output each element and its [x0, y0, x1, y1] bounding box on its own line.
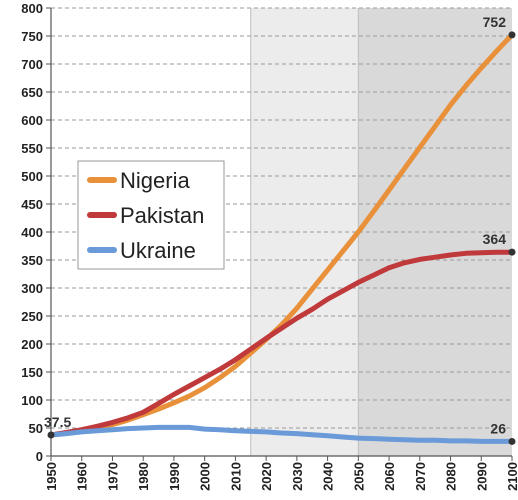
series-line-pakistan	[48, 249, 515, 438]
x-tick-label-2080: 2080	[444, 462, 459, 491]
y-tick-label-750: 750	[21, 29, 43, 44]
legend: Nigeria Pakistan Ukraine	[77, 160, 225, 270]
data-labels: 37.5 752 364 26	[44, 14, 506, 437]
legend-label-ukraine: Ukraine	[120, 238, 196, 263]
axes	[46, 7, 513, 461]
x-tick-label-2000: 2000	[198, 462, 213, 491]
legend-label-nigeria: Nigeria	[120, 168, 190, 193]
y-tick-label-650: 650	[21, 85, 43, 100]
y-tick-label-550: 550	[21, 141, 43, 156]
y-tick-label-250: 250	[21, 309, 43, 324]
y-tick-label-700: 700	[21, 57, 43, 72]
y-tick-label-350: 350	[21, 253, 43, 268]
legend-label-pakistan: Pakistan	[120, 203, 204, 228]
x-tick-label-1960: 1960	[75, 462, 90, 491]
y-tick-label-200: 200	[21, 337, 43, 352]
endpoint-marker-ukraine	[508, 437, 516, 445]
x-tick-labels: 1950 1960 1970 1980 1990 2000 2010 2020 2030 2040…	[44, 462, 518, 491]
data-label-364: 364	[483, 231, 507, 247]
y-tick-label-600: 600	[21, 113, 43, 128]
y-tick-labels: 0 50 100 150 200 250 300 350 400 450 500 550 600 650 7…	[21, 1, 43, 464]
series-lines	[48, 32, 515, 444]
x-tick-label-2050: 2050	[351, 462, 366, 491]
x-tick-label-2030: 2030	[290, 462, 305, 491]
x-tick-label-1970: 1970	[105, 462, 120, 491]
y-tick-label-400: 400	[21, 225, 43, 240]
endpoint-marker-nigeria	[508, 31, 516, 39]
startpoint-marker	[47, 431, 55, 439]
data-label-26: 26	[490, 420, 506, 436]
data-label-752: 752	[483, 14, 507, 30]
endpoint-markers	[47, 31, 516, 445]
y-tick-label-100: 100	[21, 393, 43, 408]
y-tick-label-800: 800	[21, 1, 43, 16]
y-tick-label-150: 150	[21, 365, 43, 380]
y-tick-label-0: 0	[36, 449, 43, 464]
x-tick-label-2070: 2070	[413, 462, 428, 491]
endpoint-marker-pakistan	[508, 248, 516, 256]
x-tick-label-2010: 2010	[228, 462, 243, 491]
x-tick-label-2060: 2060	[382, 462, 397, 491]
x-tick-label-1980: 1980	[136, 462, 151, 491]
x-tick-label-2020: 2020	[259, 462, 274, 491]
y-tick-label-450: 450	[21, 197, 43, 212]
x-tick-label-2040: 2040	[321, 462, 336, 491]
x-tick-label-2100: 2100	[505, 462, 518, 491]
series-line-ukraine	[48, 424, 515, 444]
y-tick-label-500: 500	[21, 169, 43, 184]
y-tick-label-50: 50	[29, 421, 43, 436]
x-tick-label-1990: 1990	[167, 462, 182, 491]
y-tick-label-300: 300	[21, 281, 43, 296]
x-tick-label-1950: 1950	[44, 462, 59, 491]
x-tick-label-2090: 2090	[474, 462, 489, 491]
data-label-37-5: 37.5	[44, 414, 71, 430]
